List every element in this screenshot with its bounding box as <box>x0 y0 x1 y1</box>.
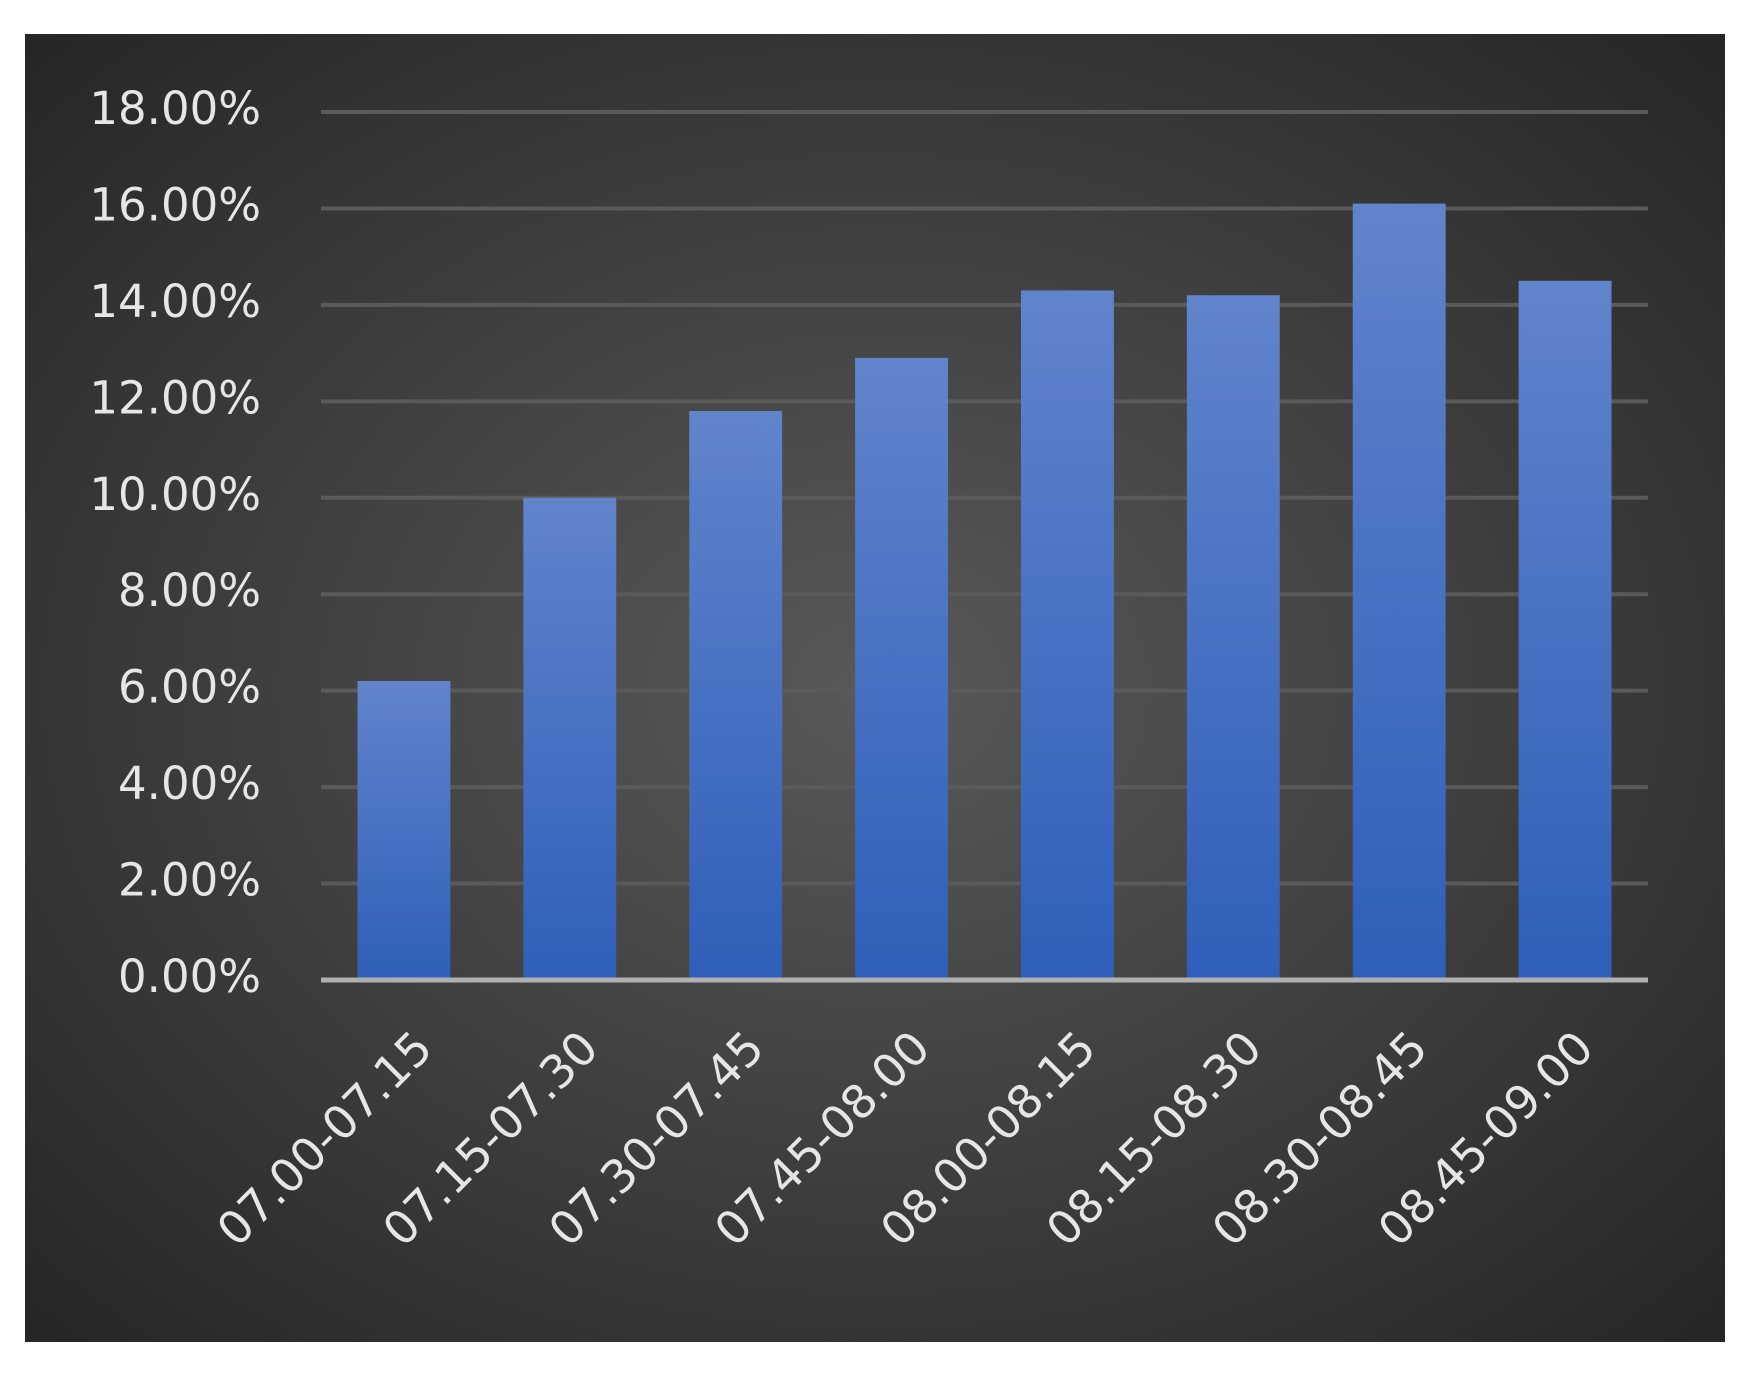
y-tick-label: 16.00% <box>89 178 261 231</box>
y-tick-label: 12.00% <box>89 371 261 424</box>
y-tick-label: 18.00% <box>89 82 261 135</box>
bar <box>1518 280 1612 980</box>
y-tick-label: 8.00% <box>118 564 261 617</box>
y-tick-label: 10.00% <box>89 468 261 521</box>
bar <box>855 357 949 980</box>
bar <box>689 410 783 980</box>
y-tick-label: 0.00% <box>118 950 261 1003</box>
bar <box>1020 290 1114 980</box>
y-tick-label: 6.00% <box>118 661 261 714</box>
bar <box>1352 203 1446 981</box>
y-tick-label: 14.00% <box>89 275 261 328</box>
bar <box>523 497 617 980</box>
bar <box>1186 295 1280 980</box>
y-tick-label: 2.00% <box>118 854 261 907</box>
bar <box>357 681 451 980</box>
y-tick-label: 4.00% <box>118 757 261 810</box>
